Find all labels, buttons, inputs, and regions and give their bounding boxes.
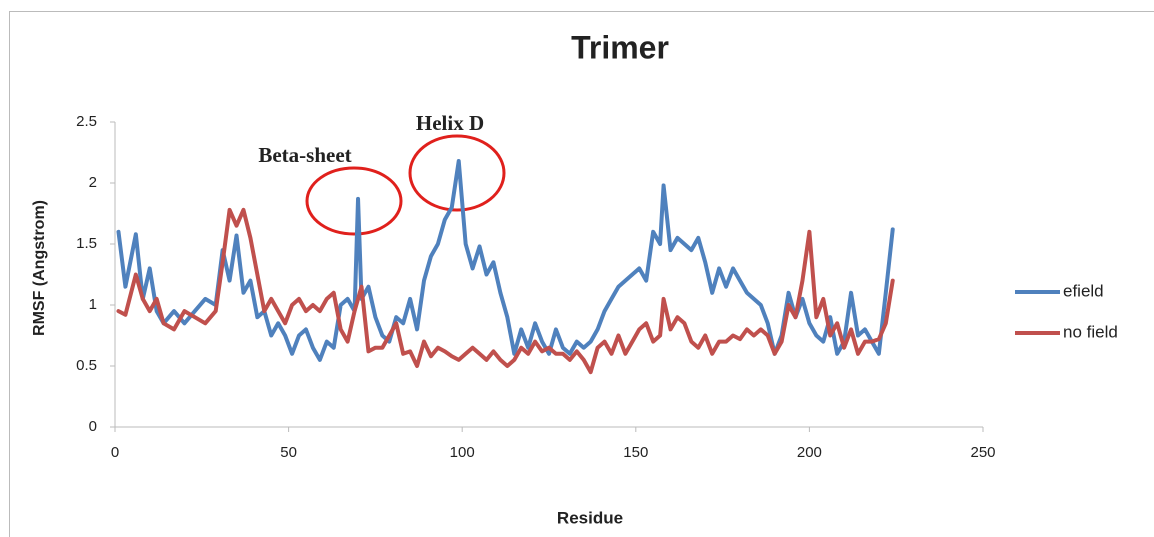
highlight-circle bbox=[305, 166, 403, 236]
x-tick-label: 200 bbox=[797, 444, 822, 461]
annotation: Beta-sheet bbox=[258, 143, 351, 167]
x-tick-label: 100 bbox=[450, 444, 475, 461]
x-tick-label: 50 bbox=[280, 444, 297, 461]
annotation: Helix D bbox=[416, 111, 484, 135]
chart-frame bbox=[9, 11, 1154, 537]
y-tick-label: 0 bbox=[89, 418, 97, 435]
y-tick-label: 1 bbox=[89, 296, 97, 313]
y-tick-label: 2 bbox=[89, 174, 97, 191]
chart-title: Trimer bbox=[571, 29, 669, 65]
x-tick-label: 0 bbox=[111, 444, 119, 461]
legend-label: efield bbox=[1063, 281, 1104, 300]
y-tick-label: 1.5 bbox=[76, 235, 97, 252]
series-line bbox=[116, 159, 895, 362]
y-axis-label: RMSF (Angstrom) bbox=[31, 200, 48, 336]
x-tick-label: 150 bbox=[623, 444, 648, 461]
x-tick-label: 250 bbox=[970, 444, 995, 461]
series-line bbox=[116, 207, 895, 375]
highlight-circle bbox=[408, 134, 506, 212]
x-axis-label: Residue bbox=[557, 508, 623, 527]
y-tick-label: 0.5 bbox=[76, 357, 97, 374]
legend-label: no field bbox=[1063, 322, 1118, 341]
y-tick-label: 2.5 bbox=[76, 113, 97, 130]
